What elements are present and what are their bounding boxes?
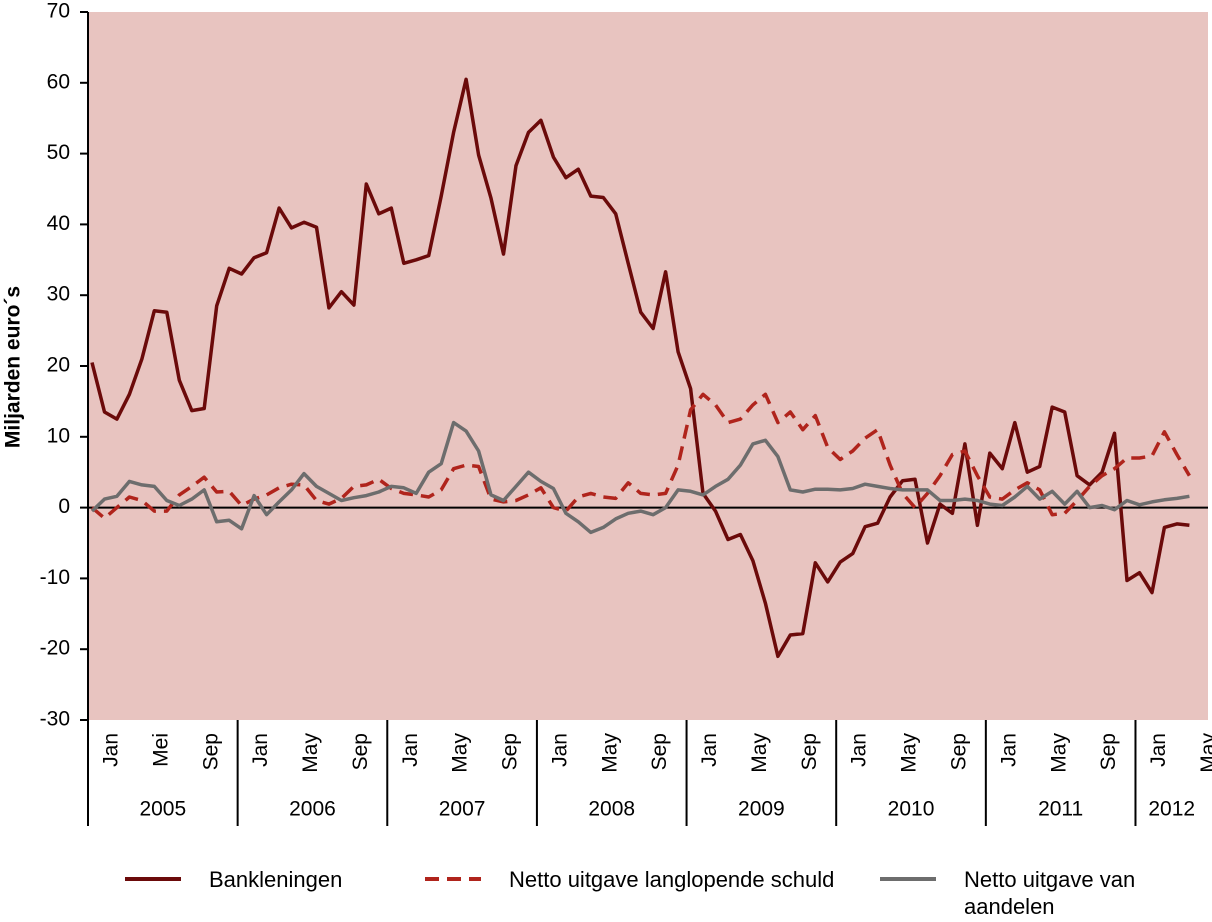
x-tick-label: Sep (648, 733, 671, 770)
year-label: 2008 (588, 798, 635, 821)
y-tick-label: 30 (47, 283, 70, 306)
legend-label: Netto uitgave langlopende schuld (509, 867, 835, 892)
x-tick-label: May (1047, 733, 1070, 773)
y-tick-label: 40 (47, 212, 70, 235)
legend-swatch (425, 877, 481, 881)
chart: Miljarden euro´s -30 -20 -10 0 10 20 30 40 50 60 7… (2, 0, 1212, 826)
x-tick-label: May (449, 733, 472, 773)
series-line (90, 77, 1190, 659)
year-label: 2010 (888, 798, 935, 821)
y-axis-title: Miljarden euro´s (2, 286, 25, 448)
year-label: 2007 (439, 798, 486, 821)
y-tick-label: -10 (40, 566, 70, 589)
x-tick-label: Sep (798, 733, 821, 770)
legend-item: Netto uitgave langlopende schuld (425, 866, 839, 893)
series-line (90, 420, 1190, 535)
x-tick-label: Sep (948, 733, 971, 770)
y-tick-label: 50 (47, 141, 70, 164)
plot-background (88, 12, 1208, 720)
x-tick-label: Sep (349, 733, 372, 770)
year-label: 2012 (1148, 798, 1195, 821)
year-label: 2005 (139, 798, 186, 821)
x-tick-label: May (299, 733, 322, 773)
x-tick-label: Sep (199, 733, 222, 770)
series-line (90, 392, 1191, 520)
legend-swatch (880, 877, 936, 881)
x-tick-label: May (898, 733, 921, 773)
x-tick-label: May (748, 733, 771, 773)
year-label: 2009 (738, 798, 785, 821)
x-tick-label: Mei (149, 733, 172, 767)
y-tick-label: 10 (47, 424, 70, 447)
y-tick-label: 20 (47, 354, 70, 377)
y-tick-label: -30 (40, 708, 70, 731)
x-tick-label: Jan (100, 733, 123, 767)
year-label: 2011 (1038, 798, 1083, 821)
legend-item: Bankleningen (125, 866, 409, 893)
legend-item: Netto uitgave van aandelen (880, 866, 1194, 920)
y-tick-label: -20 (40, 637, 70, 660)
x-tick-label: Jan (399, 733, 422, 767)
legend-label: Netto uitgave van aandelen (964, 867, 1136, 919)
x-tick-label: Jan (548, 733, 571, 767)
year-label: 2006 (289, 798, 336, 821)
x-tick-label: May (1197, 733, 1212, 773)
legend-swatch (125, 877, 181, 881)
y-tick-label: 70 (47, 0, 70, 23)
x-tick-label: Jan (698, 733, 721, 767)
x-tick-label: Jan (997, 733, 1020, 767)
x-tick-label: Jan (848, 733, 871, 767)
y-tick-label: 60 (47, 70, 70, 93)
x-tick-label: Sep (499, 733, 522, 770)
x-tick-label: Jan (1147, 733, 1170, 767)
y-tick-label: 0 (58, 495, 70, 518)
x-tick-label: Sep (1097, 733, 1120, 770)
x-tick-label: Jan (249, 733, 272, 767)
x-tick-label: May (598, 733, 621, 773)
legend-label: Bankleningen (209, 867, 343, 892)
